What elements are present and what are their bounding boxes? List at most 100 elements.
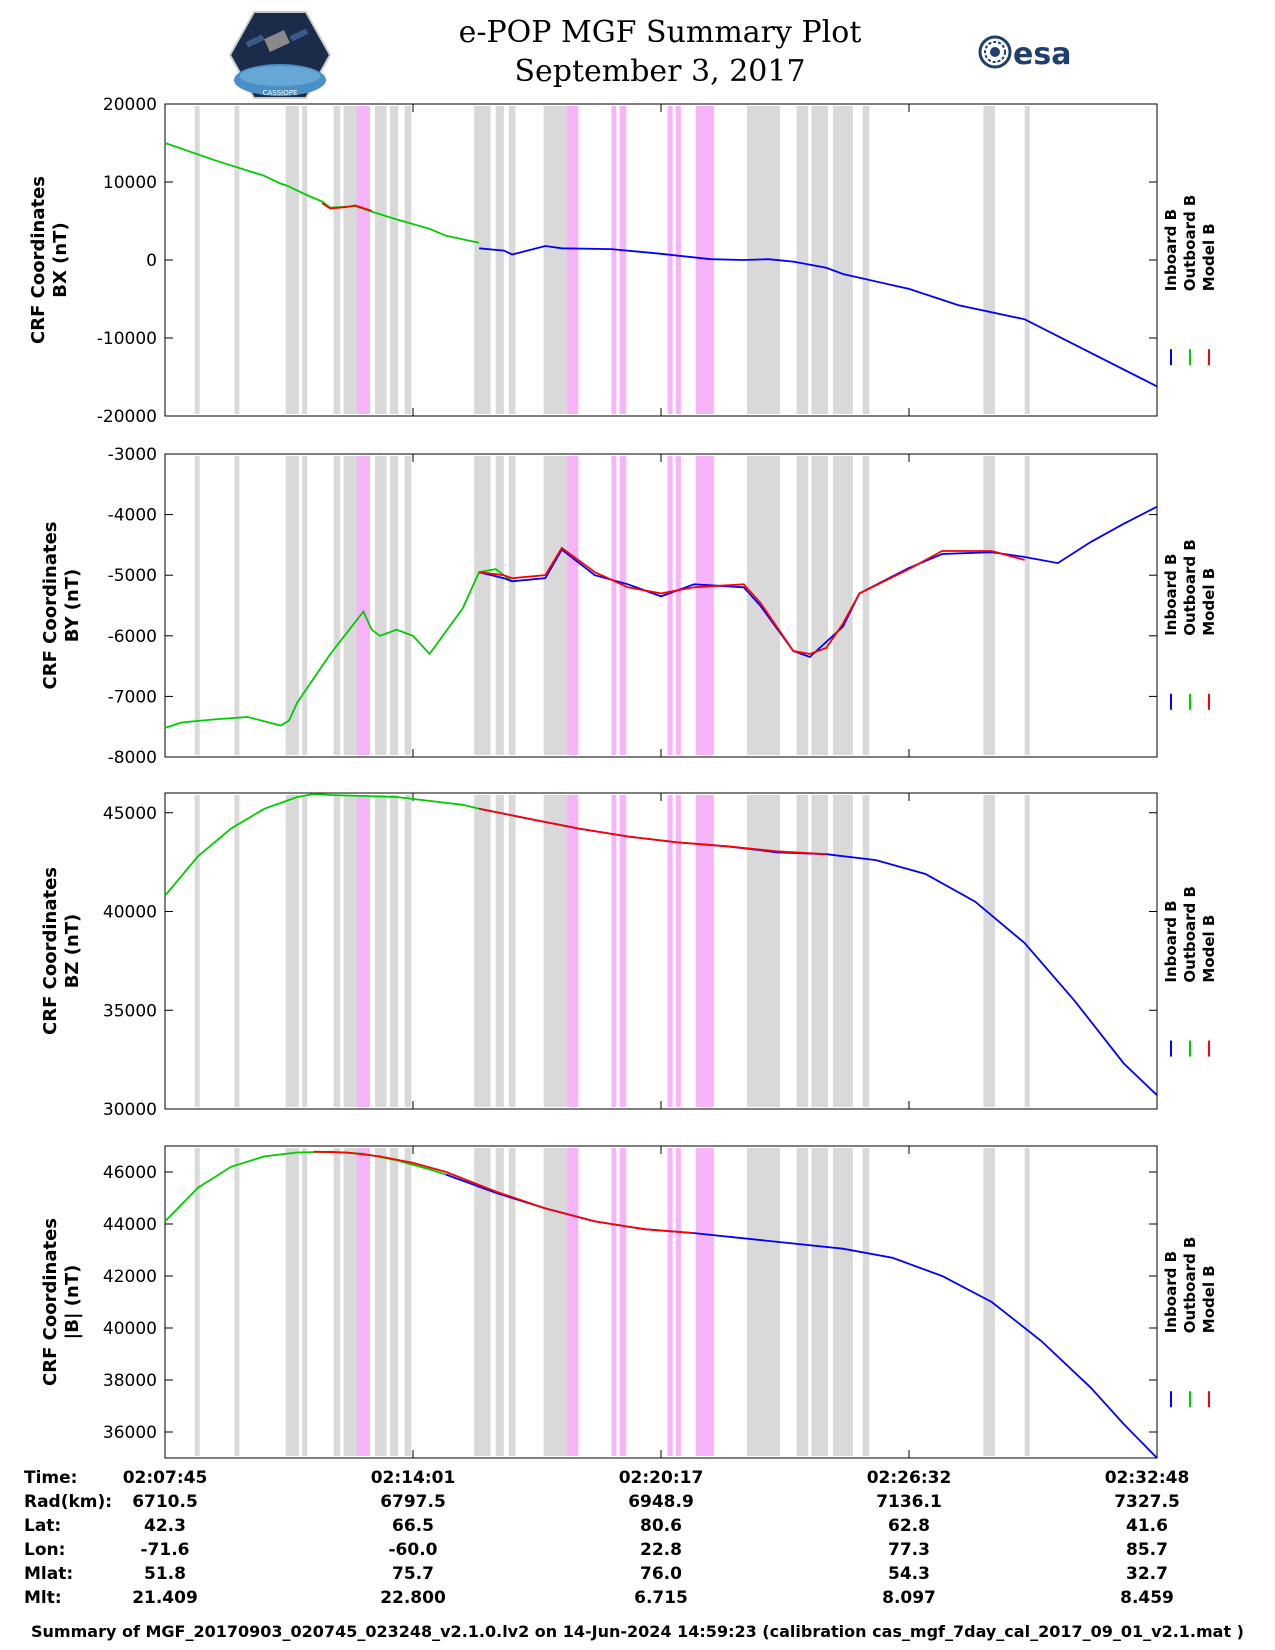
legend-label: Inboard B	[1162, 1251, 1180, 1333]
legend-label: Model B	[1200, 915, 1218, 983]
row-radius: Rad(km): 6710.5 6797.5 6948.9 7136.1 732…	[0, 1492, 1275, 1516]
esa-logo-text: esa	[1013, 37, 1071, 72]
orbit-info-table: Time: 02:07:45 02:14:01 02:20:17 02:26:3…	[0, 1468, 1275, 1618]
data-gap-band	[374, 106, 387, 414]
row-label: Lat:	[24, 1516, 62, 1536]
row-value: 02:20:17	[618, 1468, 704, 1488]
data-gap-band	[302, 106, 308, 414]
flag-band	[695, 1148, 714, 1456]
bx-panel: 20000 10000 0 -10000 -20000 CRF Coordinates BX…	[28, 95, 1218, 427]
y-axis-label: CRF Coordinates	[28, 176, 49, 344]
data-gap-band	[543, 456, 567, 755]
data-gap-band	[343, 1148, 361, 1456]
row-value: 76.0	[640, 1564, 682, 1584]
data-gap-band	[862, 456, 870, 755]
data-gap-band	[796, 456, 809, 755]
data-gap-band	[746, 1148, 764, 1456]
data-gap-band	[832, 1148, 853, 1456]
data-gap-band	[234, 795, 240, 1107]
y-tick-label: -10000	[97, 329, 157, 349]
row-value: -71.6	[140, 1540, 190, 1560]
data-gap-band	[983, 456, 992, 755]
data-gap-band	[474, 106, 491, 414]
y-axis-label: CRF Coordinates	[40, 867, 61, 1035]
data-gap-band	[1024, 795, 1030, 1107]
series-line-outboard-b	[164, 793, 480, 897]
bmag-panel: 46000 44000 42000 40000 38000 36000 CRF Coordi…	[40, 1145, 1218, 1459]
legend-label: Outboard B	[1181, 886, 1199, 983]
row-label: Mlt:	[24, 1588, 62, 1608]
y-tick-label: -3000	[108, 445, 157, 465]
flag-band	[566, 106, 579, 414]
row-label: Time:	[24, 1468, 78, 1488]
data-gap-band	[983, 1148, 992, 1456]
y-tick-label: 30000	[103, 1100, 157, 1120]
data-gap-band	[990, 456, 995, 755]
data-gap-band	[862, 795, 870, 1107]
flag-band	[611, 456, 617, 755]
flag-band	[619, 456, 627, 755]
y-tick-label: 38000	[103, 1371, 157, 1391]
data-gap-band	[746, 456, 764, 755]
y-tick-label: 42000	[103, 1267, 157, 1287]
series-line-model-b	[321, 202, 372, 212]
flag-band	[695, 456, 714, 755]
y-axis-label: BZ (nT)	[62, 914, 83, 989]
row-value: 02:07:45	[122, 1468, 208, 1488]
data-gap-band	[343, 795, 361, 1107]
legend-label: Model B	[1200, 1265, 1218, 1333]
data-gap-band	[763, 795, 781, 1107]
data-gap-band	[763, 1148, 781, 1456]
bz-panel: 45000 40000 35000 30000 CRF Coordinates BZ (n…	[40, 792, 1218, 1120]
flag-band	[611, 1148, 617, 1456]
data-gap-band	[495, 795, 504, 1107]
y-tick-label: 36000	[103, 1423, 157, 1443]
data-gap-band	[194, 795, 200, 1107]
flag-band	[611, 795, 617, 1107]
data-gap-band	[234, 456, 240, 755]
data-gap-band	[796, 795, 809, 1107]
data-gap-band	[333, 1148, 341, 1456]
flag-band	[619, 106, 627, 414]
data-gap-band	[404, 795, 412, 1107]
row-value: 02:32:48	[1104, 1468, 1190, 1488]
chart-subtitle-date: September 3, 2017	[514, 54, 806, 89]
plot-frame	[164, 1145, 1158, 1459]
flag-band	[675, 106, 681, 414]
flag-band	[675, 1148, 681, 1456]
y-axis-label: BY (nT)	[62, 569, 83, 643]
flag-band	[675, 795, 681, 1107]
series-line-model-b	[478, 807, 827, 856]
y-tick-label: -6000	[108, 627, 157, 647]
legend-label: Model B	[1200, 223, 1218, 291]
series-line-model-b	[478, 546, 1025, 655]
data-gap-band	[508, 456, 516, 755]
flag-band	[675, 456, 681, 755]
row-value: 80.6	[640, 1516, 682, 1536]
y-tick-label: 10000	[103, 173, 157, 193]
y-tick-label: 40000	[103, 1319, 157, 1339]
row-value: 8.097	[882, 1588, 936, 1608]
data-gap-band	[796, 106, 809, 414]
data-gap-band	[543, 106, 567, 414]
data-gap-band	[832, 795, 853, 1107]
data-gap-band	[333, 795, 341, 1107]
data-gap-band	[285, 795, 299, 1107]
y-tick-label: 0	[146, 251, 157, 271]
flag-band	[667, 456, 673, 755]
y-tick-label: -8000	[108, 748, 157, 768]
data-gap-band	[811, 106, 828, 414]
row-value: 8.459	[1120, 1588, 1174, 1608]
flag-band	[566, 456, 579, 755]
data-gap-band	[832, 456, 853, 755]
y-tick-label: 20000	[103, 95, 157, 115]
flag-band	[667, 1148, 673, 1456]
legend-label: Outboard B	[1181, 539, 1199, 636]
header: CASSIOPE e-POP MGF Summary Plot Septembe…	[0, 0, 1275, 100]
data-gap-band	[990, 106, 995, 414]
row-value: 32.7	[1126, 1564, 1168, 1584]
y-axis-label: CRF Coordinates	[40, 522, 61, 690]
data-gap-band	[194, 1148, 200, 1456]
data-gap-band	[990, 795, 995, 1107]
